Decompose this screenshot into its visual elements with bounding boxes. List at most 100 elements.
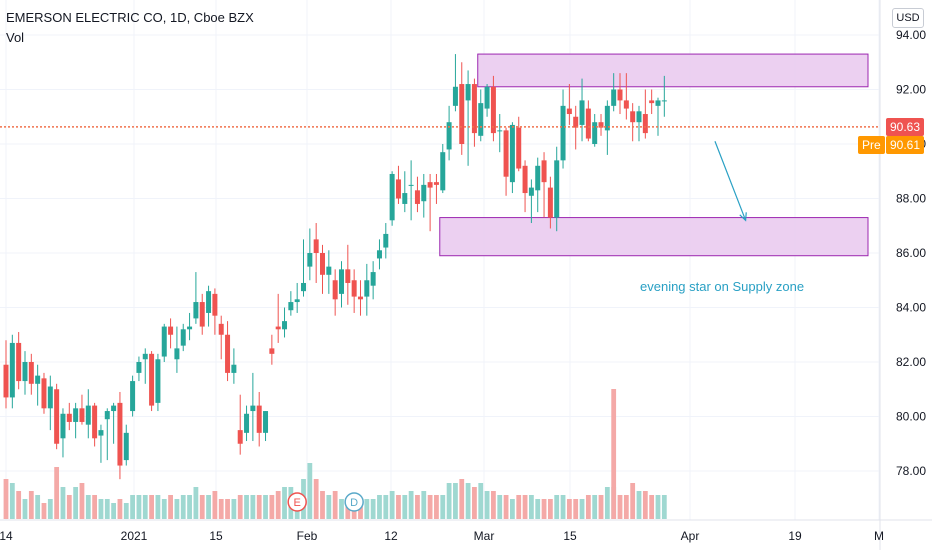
event-marker-circle <box>287 492 307 512</box>
volume-bar <box>212 491 218 519</box>
candle-body <box>288 302 294 311</box>
volume-bar <box>535 499 541 519</box>
candle-body <box>54 389 60 444</box>
volume-bar <box>79 483 85 519</box>
volume-bar <box>244 495 249 519</box>
candle-body <box>338 269 344 294</box>
volume-bar <box>421 491 427 519</box>
candle-body <box>389 173 395 221</box>
volume-bar <box>408 491 414 519</box>
candle-body <box>630 111 636 123</box>
volume-bar <box>611 389 617 519</box>
candle-body <box>579 100 585 125</box>
candle-body <box>73 408 79 422</box>
volume-bar <box>636 491 642 519</box>
y-tick-label: 94.00 <box>896 28 926 42</box>
candle-body <box>193 302 199 319</box>
candle-body <box>402 193 408 204</box>
volume-bar <box>193 487 199 519</box>
candle-body <box>256 405 262 433</box>
candle-body <box>478 103 484 136</box>
last-price-tag: 90.63 <box>886 117 925 136</box>
candle-body <box>566 108 572 115</box>
candle-body <box>383 233 389 248</box>
volume-bar <box>92 495 98 519</box>
candle-body <box>623 100 629 109</box>
candle-body <box>130 381 136 412</box>
volume-bar <box>554 495 560 519</box>
volume-bar <box>585 495 591 519</box>
candle-body <box>218 323 224 335</box>
volume-bar <box>225 499 230 519</box>
candle-body <box>180 329 186 346</box>
volume-bar <box>623 495 629 519</box>
candle-body <box>142 353 148 360</box>
candle-body <box>465 84 471 101</box>
volume-bar <box>307 463 313 519</box>
volume-label: Vol <box>6 30 25 45</box>
candle-body <box>522 165 528 194</box>
candle-body <box>313 239 319 253</box>
volume-bar <box>528 495 534 519</box>
candle-body <box>35 375 41 384</box>
y-tick-label: 80.00 <box>896 410 926 424</box>
candle-body <box>516 127 522 169</box>
candle-body <box>60 413 66 439</box>
zone-demand <box>439 217 869 257</box>
x-tick-label: 15 <box>563 529 577 543</box>
volume-bar <box>427 495 433 519</box>
x-axis: 14 2021 15 Feb 12 Mar 15 Apr 19 M <box>0 519 932 543</box>
volume-bar <box>541 499 547 519</box>
volume-bar <box>491 491 496 519</box>
candle-body <box>85 405 91 425</box>
candle-body <box>66 413 72 422</box>
x-tick-label: Apr <box>681 529 700 543</box>
candle-body <box>357 296 363 300</box>
candle-body <box>199 302 205 327</box>
candle-body <box>206 291 212 313</box>
candle-body <box>541 160 547 183</box>
x-tick-label: 2021 <box>121 529 148 543</box>
candle-body <box>560 105 566 161</box>
candle-body <box>433 182 439 185</box>
volume-bar <box>478 483 484 519</box>
candle-body <box>117 402 123 466</box>
candle-body <box>604 105 610 131</box>
pre-label-tag: Pre <box>858 136 885 155</box>
candle-body <box>471 84 477 134</box>
y-tick-label: 78.00 <box>896 464 926 478</box>
volume-bar <box>598 495 604 519</box>
candle-body <box>345 269 351 283</box>
candle-body <box>490 86 496 134</box>
candle-body <box>554 160 560 218</box>
volume-bar <box>440 495 446 519</box>
candle-body <box>326 266 332 275</box>
candle-body <box>636 111 642 123</box>
candle-body <box>421 184 427 202</box>
candle-body <box>149 353 155 406</box>
candle-body <box>320 253 325 275</box>
candle-body <box>168 326 174 335</box>
volume-bar <box>9 483 15 519</box>
candle-body <box>28 362 34 384</box>
volume-bar <box>54 467 60 519</box>
volume-bar <box>149 495 154 519</box>
candle-body <box>307 253 313 267</box>
x-tick-label: 15 <box>209 529 223 543</box>
candle-body <box>244 413 250 433</box>
annotation-text: evening star on Supply zone <box>640 279 805 294</box>
candle-body <box>452 86 458 106</box>
x-tick-label: 12 <box>384 529 398 543</box>
candle-body <box>497 130 503 132</box>
volume-bar <box>661 495 667 519</box>
volume-bar <box>180 495 186 519</box>
volume-bars <box>3 389 667 519</box>
candle-body <box>332 280 338 300</box>
candle-body <box>649 100 655 104</box>
volume-bar <box>199 495 205 519</box>
candle-body <box>111 405 117 412</box>
currency-button[interactable]: USD <box>892 8 924 28</box>
volume-bar <box>155 495 161 519</box>
candle-body <box>440 152 446 191</box>
